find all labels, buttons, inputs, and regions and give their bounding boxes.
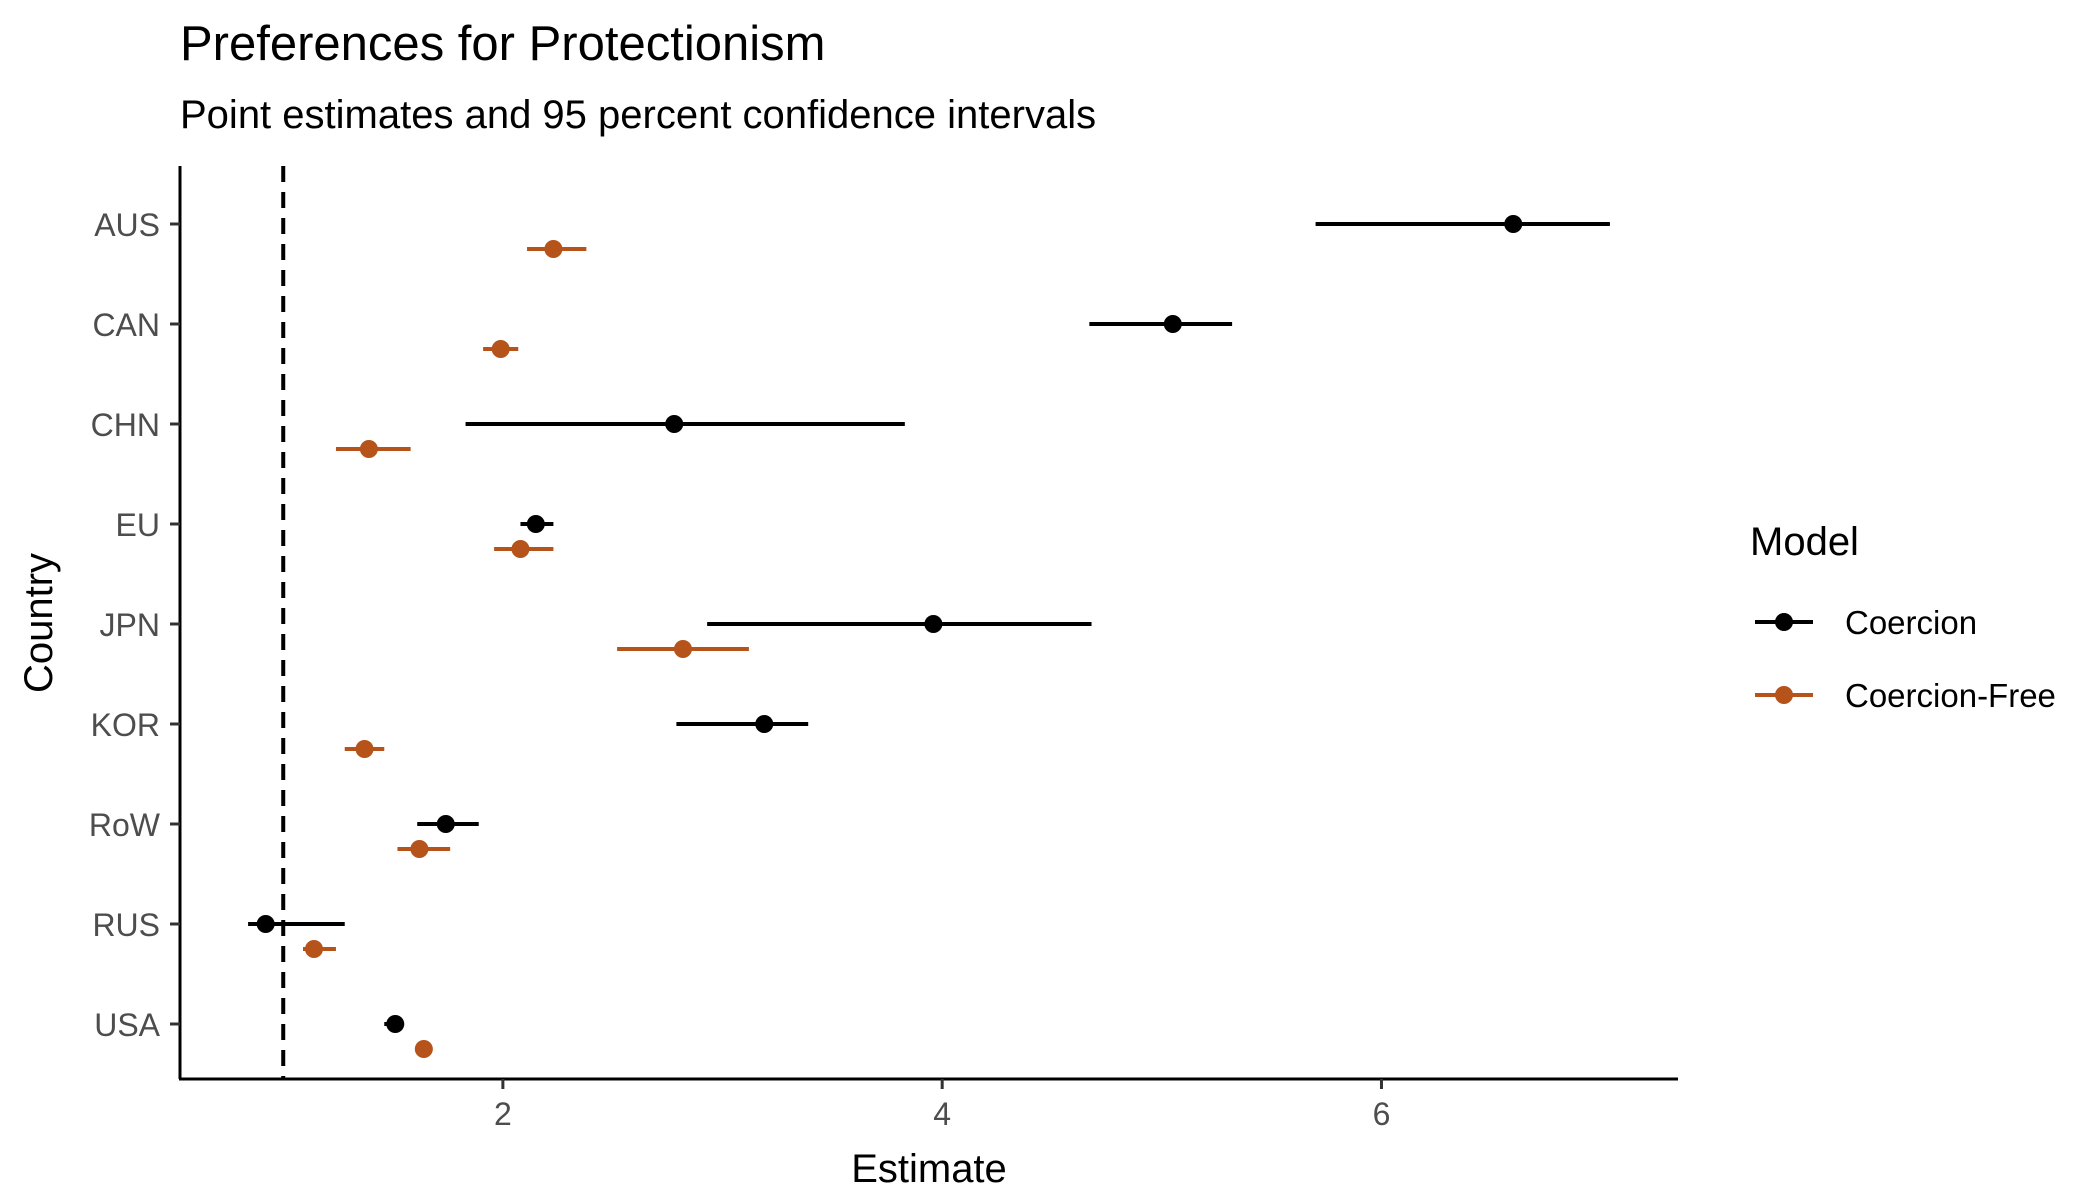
x-tick-label: 2: [494, 1096, 512, 1132]
x-tick-label: 6: [1373, 1096, 1391, 1132]
y-axis-title: Country: [17, 553, 61, 693]
legend-key-dot: [1775, 613, 1793, 631]
point-estimate: [410, 840, 429, 858]
y-tick-label: CHN: [91, 407, 160, 443]
point-estimate: [414, 1040, 433, 1058]
y-tick-label: AUS: [94, 207, 160, 243]
legend-item: Coercion-Free: [1755, 677, 2056, 714]
point-estimate: [386, 1015, 405, 1033]
y-tick-label: USA: [94, 1007, 160, 1043]
legend-title: Model: [1750, 520, 1859, 564]
y-tick-label: RUS: [92, 907, 160, 943]
chart-subtitle: Point estimates and 95 percent confidenc…: [180, 93, 1096, 137]
y-tick-label: KOR: [91, 707, 160, 743]
point-estimate: [359, 440, 378, 458]
point-estimate: [491, 340, 510, 358]
legend-item: Coercion: [1755, 604, 1977, 641]
point-estimate: [355, 740, 374, 758]
chart-title: Preferences for Protectionism: [180, 17, 825, 71]
x-axis-title: Estimate: [851, 1147, 1007, 1191]
point-estimate: [256, 915, 275, 933]
point-estimate: [544, 240, 563, 258]
point-estimate: [511, 540, 530, 558]
point-estimate: [665, 415, 684, 433]
point-estimate: [924, 615, 943, 633]
legend-key-dot: [1775, 686, 1793, 704]
point-estimate: [755, 715, 774, 733]
y-tick-label: JPN: [100, 607, 160, 643]
series-coercion-free: [303, 240, 749, 1058]
series-coercion: [248, 215, 1610, 1033]
y-tick-label: RoW: [89, 807, 161, 843]
legend-label: Coercion: [1845, 604, 1977, 641]
plot-area: AUS CAN CHN EU JPN KOR RoW RUS USA 2 4 6: [89, 166, 1678, 1132]
point-estimate: [673, 640, 692, 658]
point-estimate: [436, 815, 455, 833]
y-tick-label: CAN: [92, 307, 160, 343]
point-estimate: [1504, 215, 1523, 233]
x-tick-label: 4: [933, 1096, 951, 1132]
point-estimate: [526, 515, 545, 533]
legend: Model Coercion Coercion-Free: [1750, 520, 2056, 714]
legend-label: Coercion-Free: [1845, 677, 2056, 714]
point-estimate: [304, 940, 323, 958]
y-tick-label: EU: [116, 507, 160, 543]
point-estimate: [1163, 315, 1182, 333]
